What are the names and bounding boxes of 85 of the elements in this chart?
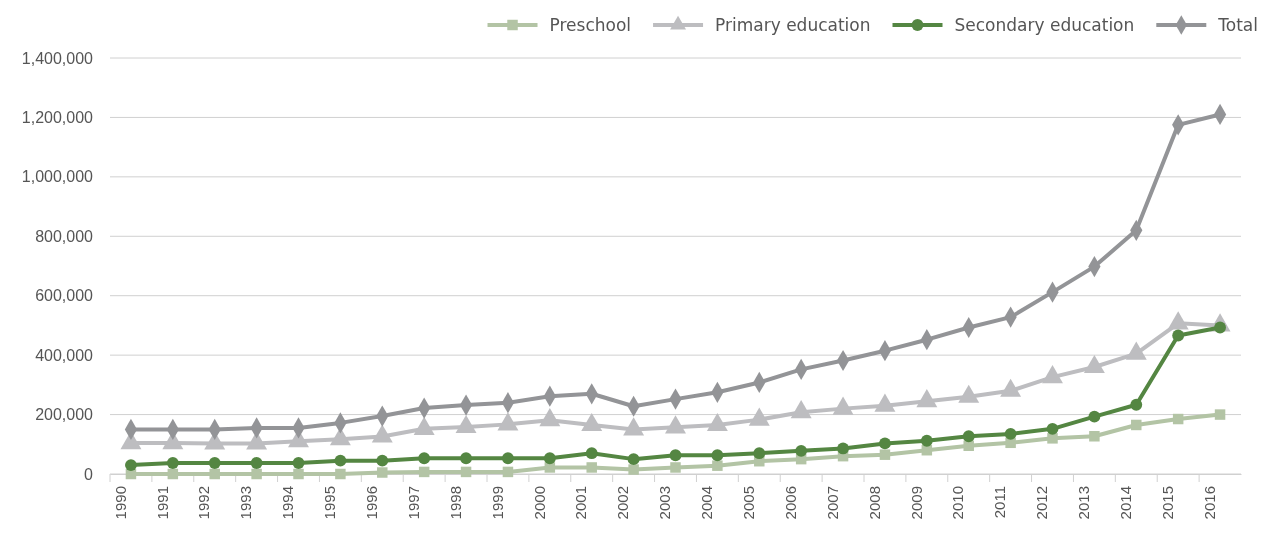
point: [586, 462, 597, 473]
point: [292, 457, 305, 469]
x-tick-label: 1992: [195, 486, 213, 520]
point: [1172, 413, 1184, 425]
point: [502, 452, 514, 465]
x-tick-label: 2006: [781, 486, 799, 520]
x-tick-label: 2002: [614, 486, 632, 520]
point: [795, 444, 808, 457]
y-tick-label: 0: [84, 465, 94, 483]
legend-label: Preschool: [549, 15, 632, 35]
point: [1047, 433, 1058, 444]
point: [712, 460, 723, 471]
point: [879, 449, 891, 460]
point: [377, 467, 388, 478]
x-tick-label: 2014: [1117, 486, 1135, 520]
point: [1089, 431, 1100, 442]
x-tick-label: 2004: [698, 486, 716, 520]
point: [293, 468, 304, 480]
legend-label: Secondary education: [954, 15, 1135, 35]
point: [208, 457, 221, 469]
y-tick-label: 600,000: [35, 287, 94, 305]
legend-label: Total: [1217, 15, 1258, 35]
y-tick-label: 400,000: [35, 346, 94, 364]
point: [209, 468, 220, 480]
x-tick-label: 1997: [404, 486, 422, 520]
point: [627, 453, 640, 466]
point: [1130, 398, 1143, 411]
point: [460, 466, 472, 478]
x-tick-label: 1990: [111, 486, 129, 520]
x-tick-label: 1998: [446, 486, 464, 520]
point: [837, 442, 849, 455]
x-tick-label: 2010: [949, 486, 967, 520]
x-tick-label: 2011: [991, 486, 1009, 519]
point: [1131, 419, 1142, 431]
y-tick-label: 1,200,000: [21, 109, 94, 127]
point: [167, 468, 179, 480]
point: [1172, 329, 1185, 342]
x-tick-label: 2015: [1158, 486, 1176, 520]
x-tick-label: 1995: [321, 486, 339, 520]
point: [125, 459, 137, 471]
point: [753, 447, 766, 460]
point: [460, 452, 472, 465]
x-tick-label: 2013: [1075, 486, 1093, 520]
x-tick-label: 1991: [153, 486, 171, 520]
legend-label: Primary education: [715, 15, 871, 35]
point: [669, 449, 682, 462]
point: [251, 468, 262, 480]
point: [628, 464, 639, 475]
x-tick-label: 2005: [740, 486, 758, 520]
point: [1088, 410, 1101, 423]
x-tick-label: 2009: [907, 486, 925, 520]
point: [962, 430, 975, 443]
x-tick-label: 2003: [656, 486, 674, 520]
point: [334, 454, 347, 467]
point: [711, 449, 724, 462]
point: [920, 434, 933, 447]
x-tick-label: 2016: [1200, 486, 1218, 520]
point: [963, 440, 974, 452]
point: [585, 447, 598, 460]
y-tick-label: 200,000: [35, 406, 94, 424]
point: [1004, 427, 1017, 440]
point: [418, 452, 431, 465]
point: [879, 437, 891, 450]
point: [250, 457, 263, 469]
x-tick-label: 2000: [530, 486, 548, 520]
x-tick-label: 1994: [279, 486, 297, 520]
point: [166, 457, 179, 469]
point: [1214, 409, 1226, 420]
x-tick-label: 2008: [865, 486, 883, 520]
point: [543, 452, 556, 465]
x-tick-label: 2007: [823, 486, 841, 520]
point: [502, 466, 514, 478]
x-tick-label: 1993: [237, 486, 255, 520]
x-tick-label: 2001: [572, 486, 590, 520]
y-tick-label: 1,000,000: [21, 168, 94, 186]
x-tick-label: 2012: [1033, 486, 1051, 520]
x-tick-label: 1999: [488, 486, 506, 520]
y-tick-label: 1,400,000: [21, 49, 94, 67]
point: [418, 466, 430, 478]
y-tick-label: 800,000: [35, 227, 94, 245]
point: [670, 462, 681, 473]
point: [1046, 422, 1059, 435]
point: [376, 454, 389, 467]
x-tick-label: 1996: [363, 486, 381, 520]
point: [335, 468, 346, 480]
